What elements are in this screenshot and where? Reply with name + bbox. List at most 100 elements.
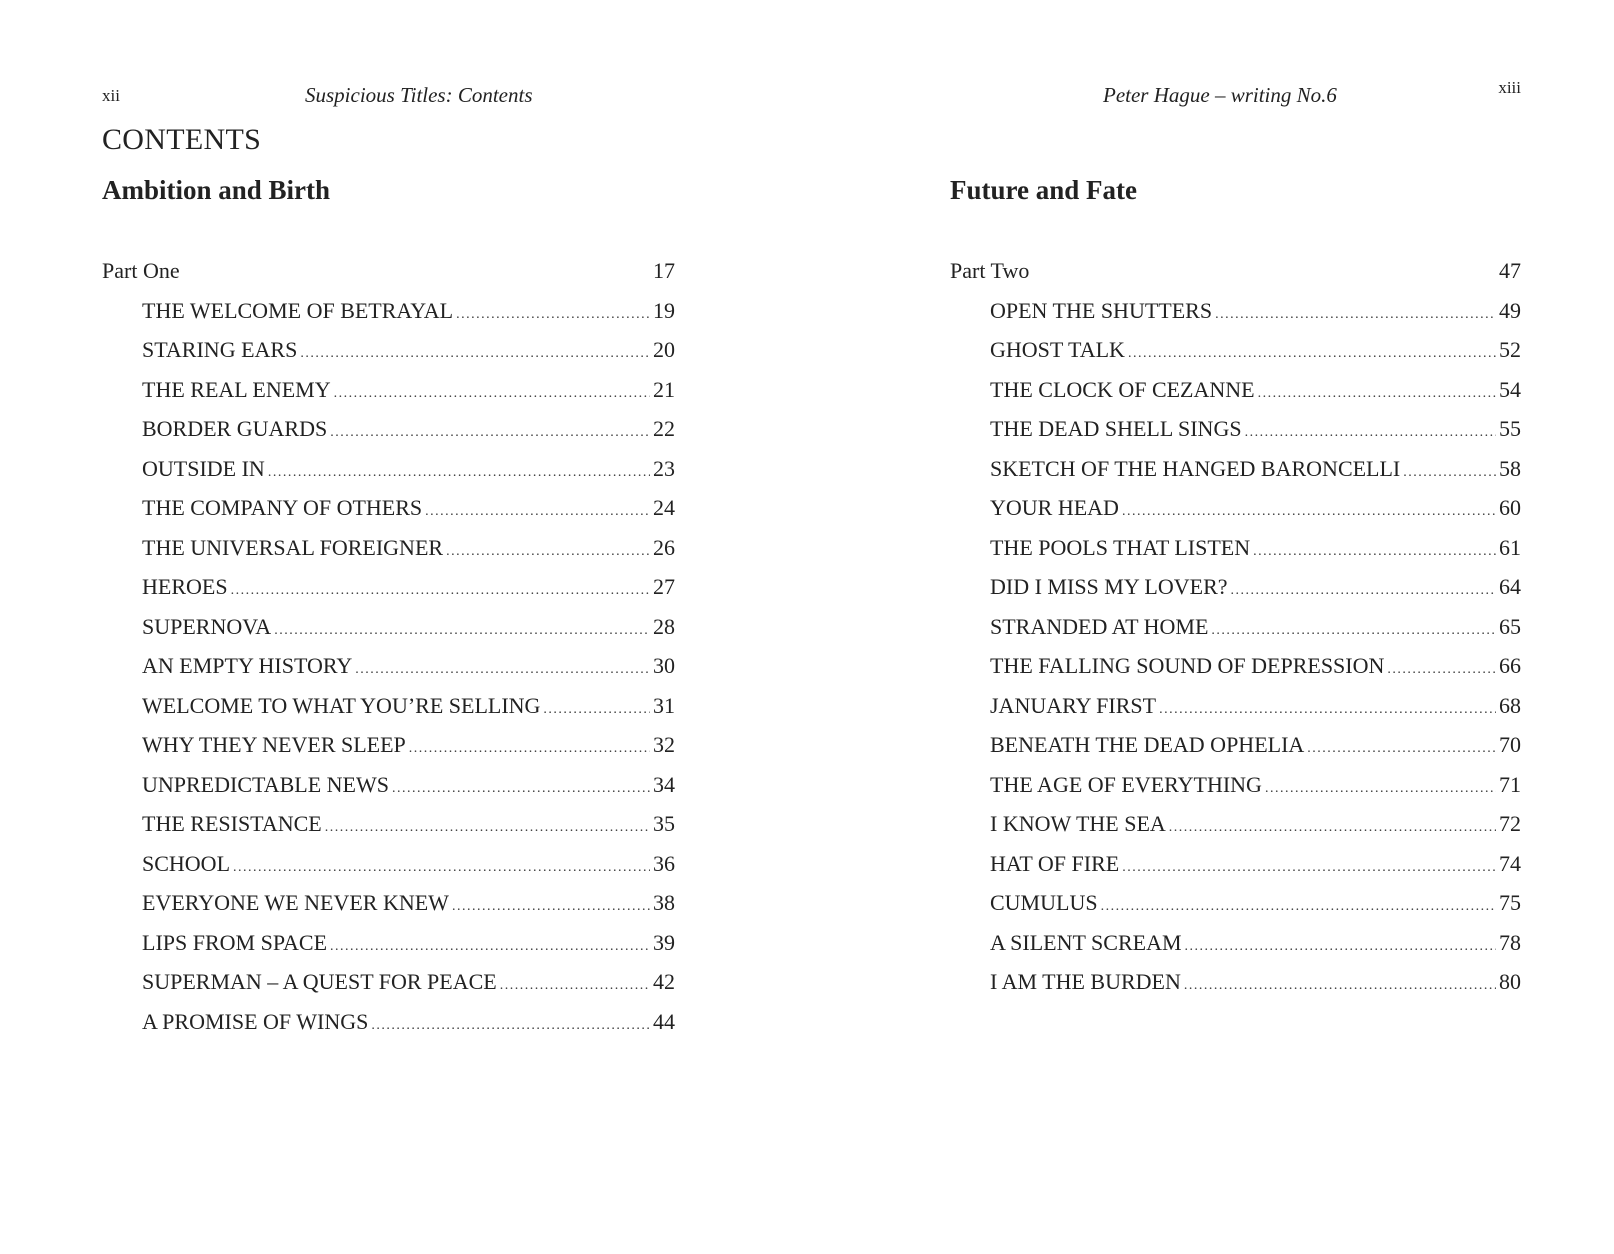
entry-title: GHOST TALK (990, 337, 1125, 362)
right-page: xiii Peter Hague – writing No.6 Future a… (950, 0, 1521, 1254)
toc-list: Part Two 47 OPEN THE SHUTTERS 49 GHOST TALK 5… (950, 258, 1521, 1009)
dot-leader (1169, 820, 1496, 836)
entry-title: SUPERNOVA (142, 613, 272, 639)
entry-page-number: 72 (1499, 811, 1521, 836)
entry-page-number: 44 (653, 1008, 675, 1034)
entry-title: WELCOME TO WHAT YOU’RE SELLING (142, 692, 541, 718)
toc-entry: EVERYONE WE NEVER KNEW 38 (102, 890, 675, 930)
dot-leader (1211, 623, 1496, 639)
entry-page-number: 75 (1499, 890, 1521, 915)
toc-entry: SUPERNOVA 28 (102, 614, 675, 654)
entry-title: THE REAL ENEMY (142, 376, 331, 402)
dot-leader (1101, 899, 1496, 915)
dot-leader (500, 978, 650, 994)
part-heading: Part Two 47 (950, 258, 1521, 298)
entry-title: SKETCH OF THE HANGED BARONCELLI (990, 455, 1401, 481)
entry-page-number: 61 (1499, 534, 1521, 560)
toc-entry: THE DEAD SHELL SINGS 55 (950, 416, 1521, 456)
toc-entry: WELCOME TO WHAT YOU’RE SELLING 31 (102, 693, 675, 733)
dot-leader (1128, 346, 1496, 362)
dot-leader (409, 741, 650, 757)
entry-title: STARING EARS (142, 337, 298, 362)
entry-page-number: 49 (1499, 297, 1521, 323)
dot-leader (1245, 425, 1496, 441)
entry-page-number: 52 (1499, 337, 1521, 362)
toc-entry: DID I MISS MY LOVER? 64 (950, 574, 1521, 614)
part-page-number: 47 (1499, 258, 1521, 283)
entry-page-number: 71 (1499, 771, 1521, 797)
entry-page-number: 65 (1499, 613, 1521, 639)
running-head: Suspicious Titles: Contents (305, 83, 533, 107)
entry-title: THE RESISTANCE (142, 811, 322, 836)
dot-leader (334, 386, 650, 402)
toc-entry: YOUR HEAD 60 (950, 495, 1521, 535)
entry-title: DID I MISS MY LOVER? (990, 574, 1228, 599)
toc-entry: AN EMPTY HISTORY 30 (102, 653, 675, 693)
entry-page-number: 21 (653, 376, 675, 402)
toc-entry: JANUARY FIRST 68 (950, 693, 1521, 733)
dot-leader (371, 1018, 650, 1034)
toc-entry: OPEN THE SHUTTERS 49 (950, 298, 1521, 338)
dot-leader (1215, 307, 1496, 323)
toc-list: Part One 17 THE WELCOME OF BETRAYAL 19 STARI… (102, 258, 675, 1048)
dot-leader (392, 781, 650, 797)
entry-page-number: 38 (653, 890, 675, 915)
page-number: xii (102, 86, 120, 105)
toc-entry: WHY THEY NEVER SLEEP 32 (102, 732, 675, 772)
toc-entry: SCHOOL 36 (102, 851, 675, 891)
entry-page-number: 55 (1499, 416, 1521, 441)
entry-page-number: 23 (653, 455, 675, 481)
entry-title: HAT OF FIRE (990, 850, 1120, 876)
entry-page-number: 74 (1499, 850, 1521, 876)
dot-leader (1258, 386, 1496, 402)
entry-page-number: 42 (653, 969, 675, 994)
part-label: Part Two (950, 258, 1030, 283)
entry-title: AN EMPTY HISTORY (142, 653, 353, 678)
toc-entry: CUMULUS 75 (950, 890, 1521, 930)
left-page: xii Suspicious Titles: Contents CONTENTS… (102, 0, 675, 1254)
dot-leader (1122, 504, 1496, 520)
toc-entry: THE POOLS THAT LISTEN 61 (950, 535, 1521, 575)
entry-title: BORDER GUARDS (142, 416, 328, 441)
toc-entry: THE UNIVERSAL FOREIGNER 26 (102, 535, 675, 575)
entry-page-number: 80 (1499, 969, 1521, 994)
entry-page-number: 54 (1499, 376, 1521, 402)
entry-title: UNPREDICTABLE NEWS (142, 771, 389, 797)
entry-title: THE UNIVERSAL FOREIGNER (142, 534, 444, 560)
toc-entry: THE COMPANY OF OTHERS 24 (102, 495, 675, 535)
entry-title: THE WELCOME OF BETRAYAL (142, 297, 454, 323)
entry-page-number: 39 (653, 929, 675, 955)
entry-page-number: 36 (653, 850, 675, 876)
dot-leader (1185, 939, 1496, 955)
dot-leader (425, 504, 650, 520)
toc-entry: THE WELCOME OF BETRAYAL 19 (102, 298, 675, 338)
part-page-number: 17 (653, 258, 675, 283)
entry-title: SCHOOL (142, 850, 231, 876)
entry-page-number: 35 (653, 811, 675, 836)
dot-leader (274, 623, 650, 639)
entry-title: BENEATH THE DEAD OPHELIA (990, 732, 1305, 757)
entry-page-number: 32 (653, 732, 675, 757)
entry-title: OUTSIDE IN (142, 455, 265, 481)
dot-leader (330, 425, 650, 441)
dot-leader (1184, 978, 1496, 994)
dot-leader (268, 465, 650, 481)
entry-title: OPEN THE SHUTTERS (990, 297, 1213, 323)
entry-page-number: 34 (653, 771, 675, 797)
toc-entry: THE RESISTANCE 35 (102, 811, 675, 851)
running-head: Peter Hague – writing No.6 (1103, 83, 1337, 107)
entry-title: A PROMISE OF WINGS (142, 1008, 369, 1034)
entry-page-number: 22 (653, 416, 675, 441)
dot-leader (1253, 544, 1496, 560)
entry-page-number: 78 (1499, 929, 1521, 955)
dot-leader (1265, 781, 1496, 797)
dot-leader (355, 662, 650, 678)
toc-entry: HEROES 27 (102, 574, 675, 614)
entry-page-number: 31 (653, 692, 675, 718)
entry-title: THE COMPANY OF OTHERS (142, 495, 423, 520)
entry-title: THE CLOCK OF CEZANNE (990, 376, 1255, 402)
entry-title: I AM THE BURDEN (990, 969, 1181, 994)
dot-leader (1122, 860, 1496, 876)
entry-title: YOUR HEAD (990, 495, 1119, 520)
toc-entry: OUTSIDE IN 23 (102, 456, 675, 496)
